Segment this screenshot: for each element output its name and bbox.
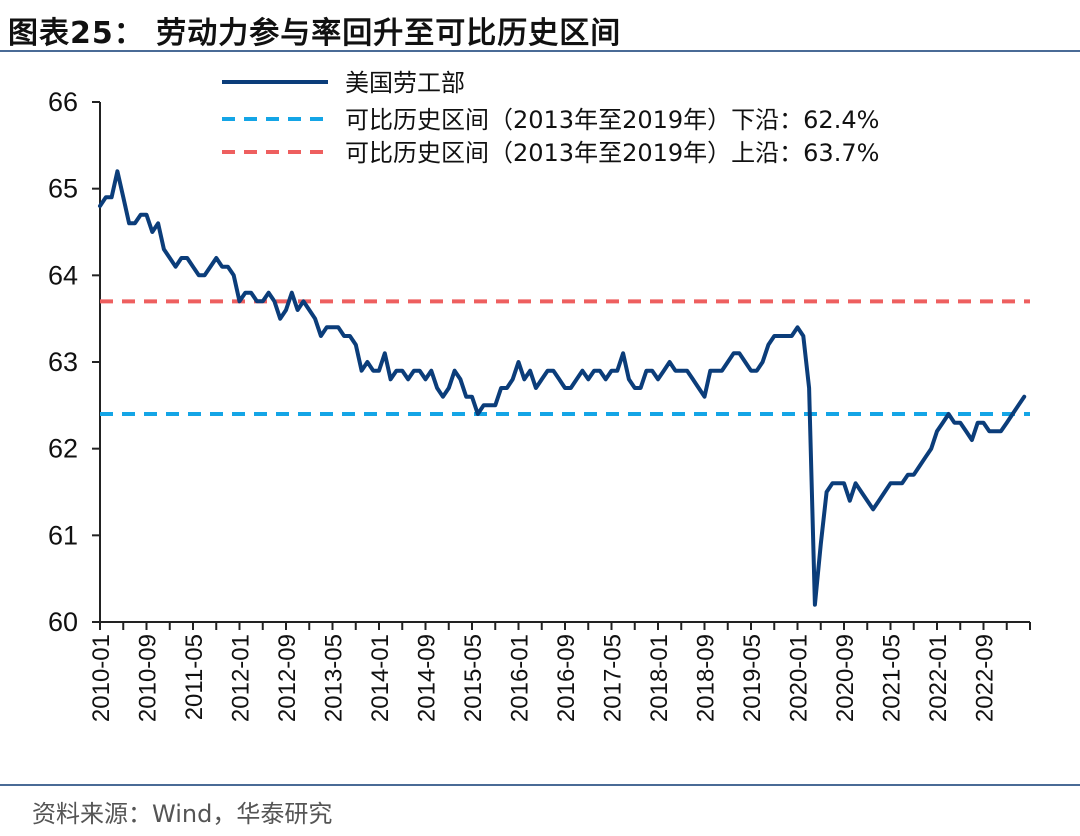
x-tick-label: 2018-01 <box>646 634 673 722</box>
legend-label: 可比历史区间（2013年至2019年）下沿：62.4% <box>345 106 879 134</box>
x-tick-label: 2010-09 <box>135 634 162 722</box>
y-tick-label: 66 <box>48 87 78 117</box>
x-tick-label: 2012-01 <box>228 634 255 722</box>
x-tick-label: 2016-01 <box>507 634 534 722</box>
y-tick-label: 61 <box>48 520 78 550</box>
x-tick-label: 2022-01 <box>925 634 952 722</box>
figure-title: 图表25： 劳动力参与率回升至可比历史区间 <box>8 16 622 51</box>
y-tick-label: 65 <box>48 174 78 204</box>
x-tick-label: 2015-05 <box>460 634 487 722</box>
x-tick-label: 2010-01 <box>88 634 115 722</box>
x-tick-label: 2012-09 <box>274 634 301 722</box>
title-divider <box>0 50 1080 52</box>
y-axis-ticks: 60 61 62 63 64 65 66 <box>48 87 100 637</box>
series-layer <box>98 169 1027 607</box>
x-tick-label: 2016-09 <box>553 634 580 722</box>
y-tick-label: 64 <box>48 260 78 290</box>
x-tick-label: 2020-01 <box>786 634 813 722</box>
reference-lines <box>100 299 1030 416</box>
footer-divider <box>0 784 1080 786</box>
x-tick-label: 2019-05 <box>739 634 766 722</box>
x-tick-label: 2013-05 <box>321 634 348 722</box>
x-tick-label: 2022-09 <box>972 634 999 722</box>
source-note: 资料来源：Wind，华泰研究 <box>32 800 333 828</box>
line-chart: 60 61 62 63 64 65 66 2010-01 2010-09 2011-05 2012… <box>48 69 1031 722</box>
x-tick-label: 2014-01 <box>367 634 394 722</box>
x-axis-ticks: 2010-01 2010-09 2011-05 2012-01 2012-09 2013-… <box>88 622 1031 722</box>
participation-rate-line <box>98 169 1027 607</box>
chart-axes <box>99 102 1030 623</box>
x-tick-label: 2020-09 <box>832 634 859 722</box>
x-tick-label: 2014-09 <box>414 634 441 722</box>
y-tick-label: 63 <box>48 347 78 377</box>
y-tick-label: 62 <box>48 434 78 464</box>
x-tick-label: 2021-05 <box>879 634 906 722</box>
legend-label: 可比历史区间（2013年至2019年）上沿：63.7% <box>345 139 879 167</box>
legend-label: 美国劳工部 <box>345 69 465 97</box>
x-tick-label: 2018-09 <box>693 634 720 722</box>
x-tick-label: 2011-05 <box>181 634 208 720</box>
x-tick-label: 2017-05 <box>600 634 627 722</box>
y-tick-label: 60 <box>48 607 78 637</box>
